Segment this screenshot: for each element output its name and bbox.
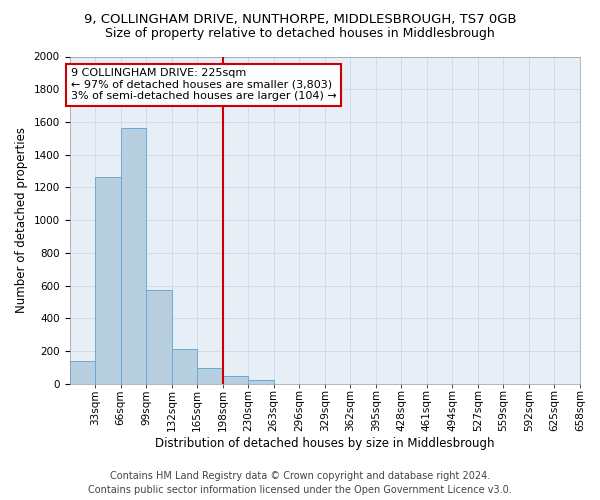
Text: 9, COLLINGHAM DRIVE, NUNTHORPE, MIDDLESBROUGH, TS7 0GB: 9, COLLINGHAM DRIVE, NUNTHORPE, MIDDLESB… (83, 12, 517, 26)
Bar (223, 376, 248, 384)
Text: 9 COLLINGHAM DRIVE: 225sqm
← 97% of detached houses are smaller (3,803)
3% of se: 9 COLLINGHAM DRIVE: 225sqm ← 97% of deta… (71, 68, 337, 101)
Bar (95, 177, 121, 384)
Text: Contains HM Land Registry data © Crown copyright and database right 2024.
Contai: Contains HM Land Registry data © Crown c… (88, 471, 512, 495)
Bar (70, 361, 95, 384)
Bar (172, 348, 197, 384)
Bar (146, 290, 172, 384)
Y-axis label: Number of detached properties: Number of detached properties (15, 127, 28, 313)
Bar (197, 368, 223, 384)
X-axis label: Distribution of detached houses by size in Middlesbrough: Distribution of detached houses by size … (155, 437, 494, 450)
Bar (248, 380, 274, 384)
Bar (121, 128, 146, 384)
Text: Size of property relative to detached houses in Middlesbrough: Size of property relative to detached ho… (105, 28, 495, 40)
